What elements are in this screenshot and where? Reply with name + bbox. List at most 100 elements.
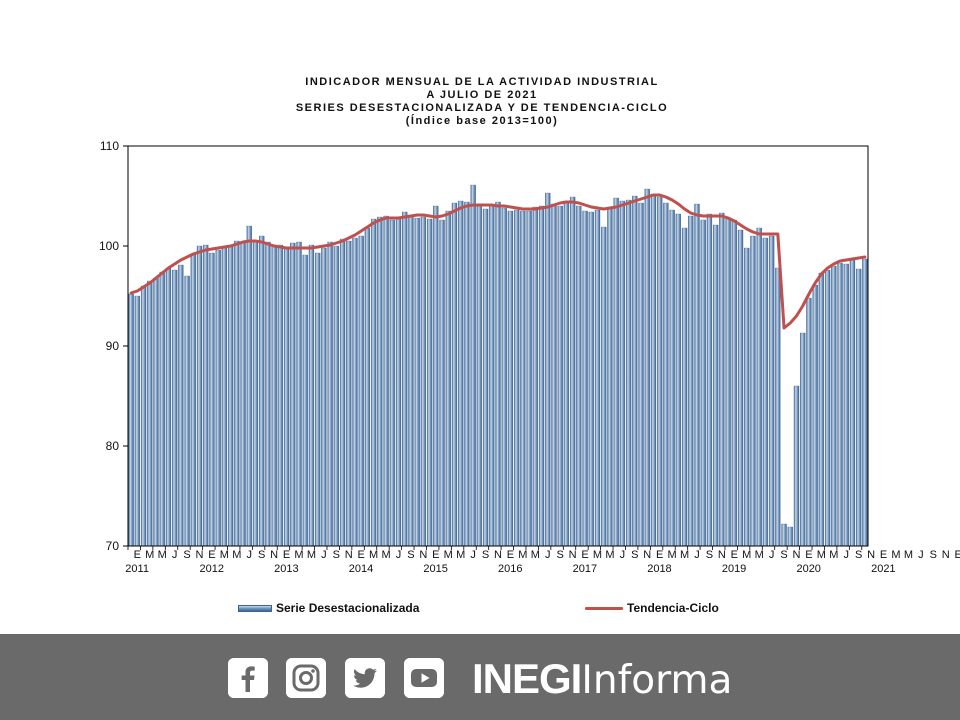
x-month-label: N (942, 549, 950, 561)
x-month-label: M (220, 549, 229, 561)
bar (768, 235, 775, 547)
bar (756, 227, 762, 547)
bar (514, 209, 520, 547)
bar (706, 213, 713, 547)
x-month-label: M (593, 549, 602, 561)
x-month-label: E (507, 549, 514, 561)
bar (793, 385, 800, 547)
bar (209, 252, 215, 547)
x-year-label: 2018 (647, 563, 671, 575)
bar (563, 200, 570, 547)
x-month-label: N (569, 549, 577, 561)
bar (557, 205, 563, 547)
bar (265, 241, 271, 547)
x-year-label: 2015 (423, 563, 447, 575)
bar (787, 526, 793, 547)
bar (862, 258, 868, 547)
x-month-label: M (145, 549, 154, 561)
bar (426, 218, 433, 547)
facebook-icon[interactable] (228, 658, 268, 698)
y-tick-label: 100 (99, 239, 119, 253)
bar (259, 235, 265, 547)
bar (321, 247, 327, 547)
x-month-label: S (631, 549, 638, 561)
chart-title-line: (Índice base 2013=100) (405, 115, 559, 127)
bar (818, 272, 825, 547)
x-year-label: 2017 (573, 563, 597, 575)
bar (346, 240, 352, 547)
bar (240, 241, 246, 547)
x-month-label: N (718, 549, 726, 561)
bar (507, 210, 514, 547)
chart-title-line: SERIES DESESTACIONALIZADA Y DE TENDENCIA… (295, 102, 669, 114)
bar (165, 267, 172, 547)
x-month-label: M (518, 549, 527, 561)
bar (806, 297, 812, 547)
bar (700, 219, 706, 547)
x-month-label: E (208, 549, 215, 561)
bar (327, 241, 333, 547)
bar (812, 284, 818, 547)
bar (495, 201, 501, 547)
x-month-label: M (891, 549, 900, 561)
x-month-label: J (620, 549, 626, 561)
x-month-label: S (183, 549, 190, 561)
bar (781, 523, 787, 547)
y-tick-label: 90 (106, 339, 120, 353)
x-month-label: M (755, 549, 764, 561)
x-month-label: S (706, 549, 713, 561)
twitter-icon[interactable] (345, 658, 385, 698)
youtube-icon[interactable] (404, 658, 444, 698)
bar (800, 332, 806, 547)
bar (737, 229, 744, 547)
chart-title: INDICADOR MENSUAL DE LA ACTIVIDAD INDUST… (0, 76, 960, 128)
bar (657, 196, 663, 547)
x-month-label: M (158, 549, 167, 561)
bar (545, 192, 551, 547)
bar (526, 210, 532, 547)
bar (607, 207, 613, 547)
bar (470, 184, 476, 547)
bar (364, 227, 371, 547)
y-tick-label: 110 (100, 139, 119, 153)
footer-bar (0, 634, 960, 720)
bar (134, 295, 140, 547)
bar (445, 210, 451, 547)
bar (308, 244, 315, 547)
bar (153, 277, 159, 547)
bar (290, 242, 296, 547)
bar (831, 265, 837, 547)
bar (719, 212, 725, 547)
x-month-label: J (769, 549, 775, 561)
bar (576, 205, 582, 547)
legend-line-label: Tendencia-Ciclo (627, 601, 719, 615)
bar (688, 215, 694, 547)
bar (694, 203, 700, 547)
bar (184, 275, 190, 547)
x-month-label: S (407, 549, 414, 561)
bar (588, 211, 594, 547)
bar (458, 200, 464, 547)
x-month-label: J (321, 549, 327, 561)
bar (420, 216, 427, 547)
bar (849, 259, 856, 547)
x-month-label: N (419, 549, 427, 561)
x-month-label: E (731, 549, 738, 561)
x-month-label: S (482, 549, 489, 561)
x-year-label: 2013 (274, 563, 298, 575)
x-month-label: S (333, 549, 340, 561)
bar (731, 219, 737, 547)
bar (824, 269, 831, 547)
bar (215, 249, 221, 547)
bar (669, 209, 675, 547)
chart-title-line: A JULIO DE 2021 (426, 89, 538, 101)
x-month-label: E (134, 549, 141, 561)
x-month-label: M (668, 549, 677, 561)
x-year-label: 2011 (125, 563, 149, 575)
bar (712, 224, 719, 547)
y-tick-label: 70 (106, 539, 120, 553)
bar (594, 209, 601, 547)
bar (476, 205, 483, 547)
instagram-icon[interactable] (286, 658, 326, 698)
